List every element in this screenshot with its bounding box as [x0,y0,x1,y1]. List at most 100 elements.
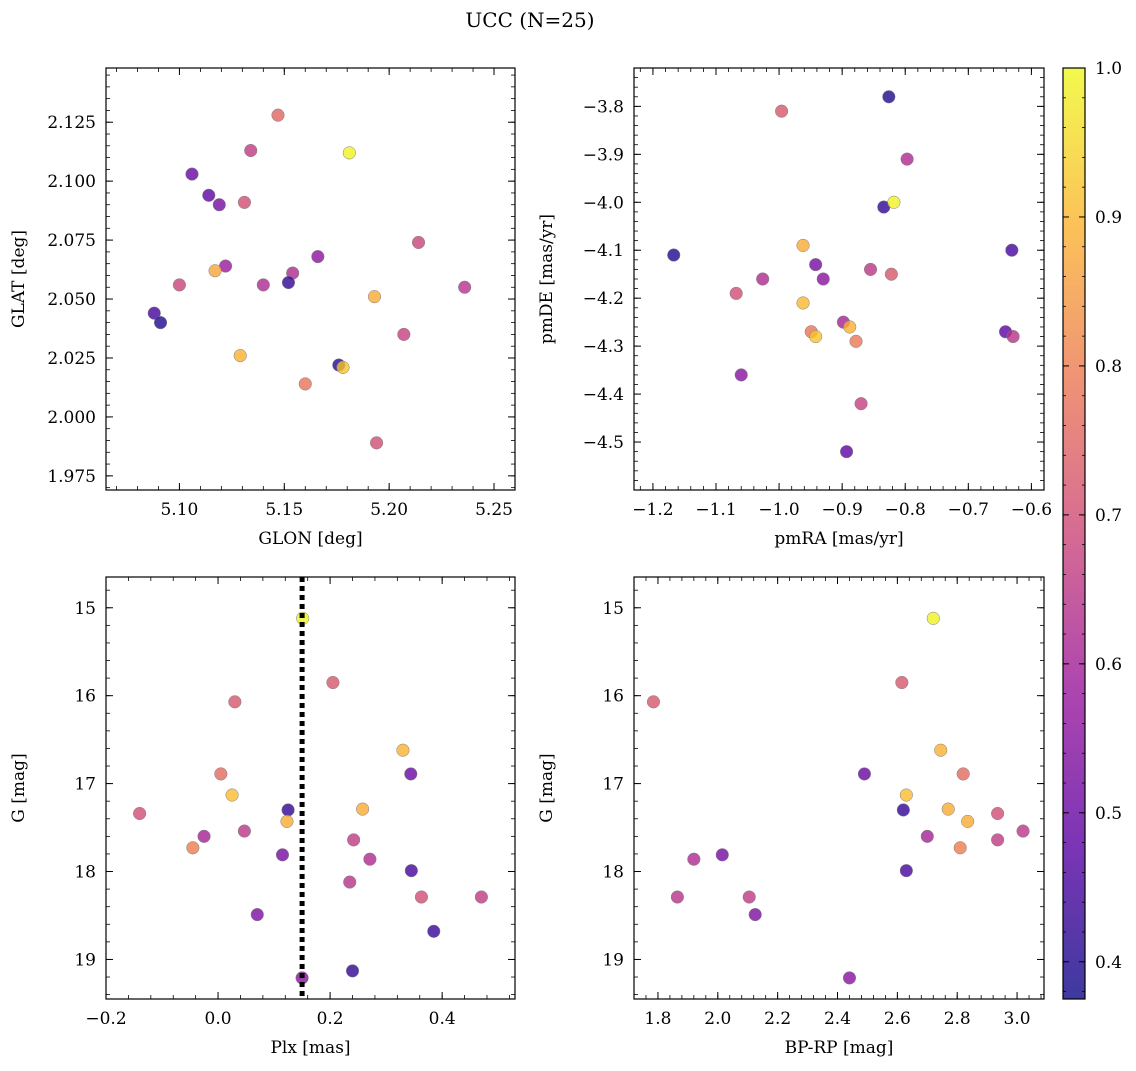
colorbar-tick-label: 0.5 [1095,804,1122,824]
axes-frame [633,576,1045,1000]
y-tick-label: 19 [602,950,624,970]
colorbar-tick-label: 0.8 [1095,357,1122,377]
x-tick-label: 2.8 [944,1009,971,1029]
scatter-point [953,841,967,855]
scatter-panel-4: 1.8 2.0 2.2 2.4 2.6 2.8 3.0 15 16 17 18 19 BP-RP [ma… [537,576,1045,1058]
scatter-point [775,104,789,118]
scatter-point [900,152,914,166]
scatter-point [228,695,242,709]
scatter-panel-3: −0.2 0.0 0.2 0.4 15 16 17 18 19 Plx [mas] G [mag] [9,576,516,1058]
y-tick-label: 18 [602,863,624,883]
scatter-point [796,296,810,310]
scatter-point [347,833,361,847]
y-tick-label: 2.075 [47,231,96,251]
scatter-point [281,803,295,817]
scatter-point [133,806,147,821]
scatter-point [956,767,970,781]
scatter-point [941,802,955,816]
scatter-point [729,286,743,300]
y-tick-label: −4.3 [583,337,624,357]
scatter-points [667,90,1020,459]
y-tick-label: −4.4 [583,385,624,405]
scatter-point [882,90,896,104]
x-tick-label: −0.6 [1011,500,1052,520]
scatter-point [734,368,748,382]
x-tick-label: 2.0 [704,1009,731,1029]
y-tick-label: 1.975 [47,467,96,487]
x-tick-label: 2.6 [884,1009,911,1029]
scatter-point [934,743,948,757]
y-axis-label: GLAT [deg] [9,230,29,328]
y-tick-label: 2.025 [47,349,96,369]
scatter-point [899,788,913,802]
scatter-point [356,802,370,816]
x-axis-label: Plx [mas] [270,1038,350,1058]
x-tick-label: −1.0 [758,500,799,520]
scatter-point [212,198,226,212]
scatter-point [458,280,472,294]
scatter-panel-2: −1.2 −1.1 −1.0 −0.9 −0.8 −0.7 −0.6 −4.5 −4.4 −4.3… [537,67,1052,549]
x-tick-label: −1.1 [695,500,736,520]
scatter-point [849,334,863,348]
scatter-points [646,611,1030,985]
y-axis-label: pmDE [mas/yr] [537,214,557,344]
y-tick-label: 15 [602,599,624,619]
scatter-point [843,320,857,334]
scatter-panel-1: 5.10 5.15 5.20 5.25 1.975 2.000 2.025 2.050 2.07… [9,67,516,549]
axes-frame [633,67,1045,491]
y-tick-label: 2.050 [47,290,96,310]
scatter-point [887,195,901,209]
y-tick-label: −4.5 [583,433,624,453]
scatter-point [899,864,913,878]
scatter-point [256,278,270,292]
scatter-point [667,248,681,262]
scatter-point [370,436,384,450]
scatter-point [397,327,411,341]
y-tick-label: −3.9 [583,145,624,165]
y-tick-label: 16 [74,687,96,707]
y-tick-label: 17 [74,775,96,795]
scatter-point [404,767,418,781]
scatter-point [214,767,228,781]
colorbar-tick-label: 0.4 [1095,953,1122,973]
colorbar: 0.4 0.5 0.6 0.7 0.8 0.9 1.0 [1062,59,1122,1000]
scatter-point [991,833,1005,847]
y-tick-label: 19 [74,950,96,970]
scatter-point [896,803,910,817]
scatter-point [343,875,357,889]
x-tick-label: −0.7 [948,500,989,520]
scatter-point [153,316,168,330]
x-tick-label: 1.8 [644,1009,671,1029]
scatter-point [863,262,878,276]
x-tick-label: −1.2 [632,500,673,520]
scatter-point [816,272,830,286]
x-tick-label: 5.25 [475,500,513,520]
scatter-point [961,814,975,828]
scatter-point [336,360,350,374]
x-tick-label: 2.4 [824,1009,851,1029]
y-tick-label: 15 [74,599,96,619]
scatter-point [742,890,756,904]
y-tick-label: −4.1 [583,241,624,261]
scatter-point [208,264,222,278]
y-tick-label: 18 [74,863,96,883]
x-tick-label: 5.10 [160,500,198,520]
scatter-point [748,908,762,922]
scatter-point [404,864,418,878]
scatter-point [474,890,488,904]
x-tick-label: 3.0 [1004,1009,1031,1029]
colorbar-tick-label: 0.9 [1095,208,1122,228]
scatter-point [244,143,258,158]
scatter-point [396,743,410,757]
scatter-point [427,924,441,938]
figure-title: UCC (N=25) [465,8,594,32]
scatter-point [991,806,1005,821]
scatter-point [233,349,247,363]
scatter-point [271,108,285,122]
scatter-point [1006,329,1020,344]
scatter-point [646,695,661,709]
scatter-points [147,108,472,450]
scatter-point [857,767,871,781]
scatter-point [884,267,898,281]
